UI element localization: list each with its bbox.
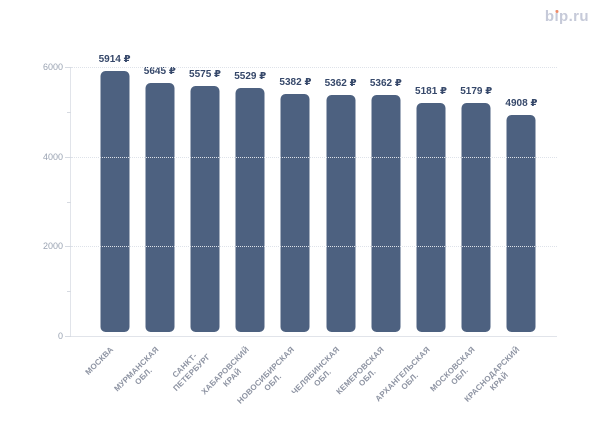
- bar-cell: 5529 ₽ ХАБАРОВСКИЙ КРАЙ: [199, 68, 273, 397]
- bar-cell: 5914 ₽ МОСКВА: [83, 54, 137, 377]
- bar-cell: 5362 ₽ КЕМЕРОВСКАЯ ОБЛ.: [335, 68, 408, 396]
- y-axis-tick-6000: [65, 67, 71, 68]
- bar-value-label: 5181 ₽: [415, 86, 448, 98]
- bar-cell: 5645 ₽ МУРМАНСКАЯ ОБЛ.: [112, 65, 182, 394]
- bar: [280, 94, 310, 332]
- gridline-6000: [71, 67, 557, 68]
- bar-cell: 5181 ₽ АРХАНГЕЛЬСКАЯ ОБЛ.: [373, 68, 453, 403]
- bar: [506, 115, 536, 332]
- bar: [145, 82, 175, 332]
- y-axis-label-4000: 4000: [42, 151, 63, 162]
- bar: [371, 95, 401, 332]
- bar-cell: 5575 ₽ САНКТ- ПЕТЕРБУРГ: [171, 68, 227, 393]
- bar: [190, 85, 220, 332]
- bar-value-label: 4908 ₽: [505, 98, 538, 110]
- bar-value-label: 5382 ₽: [279, 77, 312, 89]
- gridline-2000: [71, 246, 557, 248]
- y-axis-label-2000: 2000: [42, 241, 63, 252]
- bar-cell: 4908 ₽ КРАСНОДАРСКИЙ КРАЙ: [463, 68, 544, 404]
- y-axis-minor-tick-5000: [67, 111, 71, 113]
- bar-value-label: 5914 ₽: [98, 53, 131, 65]
- logo-letter: r: [573, 8, 580, 25]
- y-axis-tick-2000: [65, 246, 71, 248]
- x-axis-label-anchor: КРАСНОДАРСКИЙ КРАЙ: [441, 345, 522, 404]
- logo-letter-i-accent-dot: i: [554, 8, 560, 25]
- bar-cell: 5382 ₽ НОВОСИБИРСКАЯ ОБЛ.: [235, 68, 318, 405]
- x-axis-label-anchor: МУРМАНСКАЯ ОБЛ.: [95, 345, 160, 393]
- bar-cell: 5362 ₽ ЧЕЛЯБИНСКАЯ ОБЛ.: [289, 68, 363, 396]
- bar-value-label: 5529 ₽: [234, 70, 267, 82]
- y-axis-label-6000: 6000: [42, 62, 63, 72]
- logo-letter: p: [559, 8, 569, 25]
- y-axis-tick-4000: [65, 156, 71, 158]
- bar: [326, 95, 356, 332]
- gridline-4000: [71, 156, 557, 158]
- bar-value-label: 5179 ₽: [460, 86, 493, 98]
- logo-letter: b: [544, 8, 555, 25]
- bar-value-label: 5362 ₽: [369, 78, 402, 90]
- bar: [100, 70, 130, 332]
- brand-logo: bip.ru: [545, 8, 589, 25]
- logo-letter: .: [568, 8, 574, 25]
- bar-value-label: 5645 ₽: [143, 65, 176, 77]
- y-axis-minor-tick-3000: [67, 201, 71, 203]
- bar-value-label: 5575 ₽: [189, 68, 221, 80]
- bar-value-label: 5362 ₽: [324, 78, 357, 90]
- bar: [416, 103, 446, 332]
- bar: [461, 103, 491, 332]
- x-axis-label: КРАСНОДАРСКИЙ КРАЙ: [463, 345, 522, 404]
- plot-area: 5914 ₽ МОСКВА 5645 ₽ МУРМАНСКАЯ ОБЛ. 5575 ₽ С…: [43, 54, 557, 406]
- y-axis-label-0: 0: [57, 331, 63, 341]
- bar: [235, 87, 265, 332]
- bars-row: 5914 ₽ МОСКВА 5645 ₽ МУРМАНСКАЯ ОБЛ. 5575 ₽ С…: [71, 54, 557, 406]
- logo-letter: u: [579, 8, 589, 25]
- bar-cell: 5179 ₽ МОСКОВСКАЯ ОБЛ.: [428, 68, 499, 393]
- y-axis-tick-0: [65, 336, 71, 337]
- y-axis-minor-tick-1000: [67, 291, 71, 293]
